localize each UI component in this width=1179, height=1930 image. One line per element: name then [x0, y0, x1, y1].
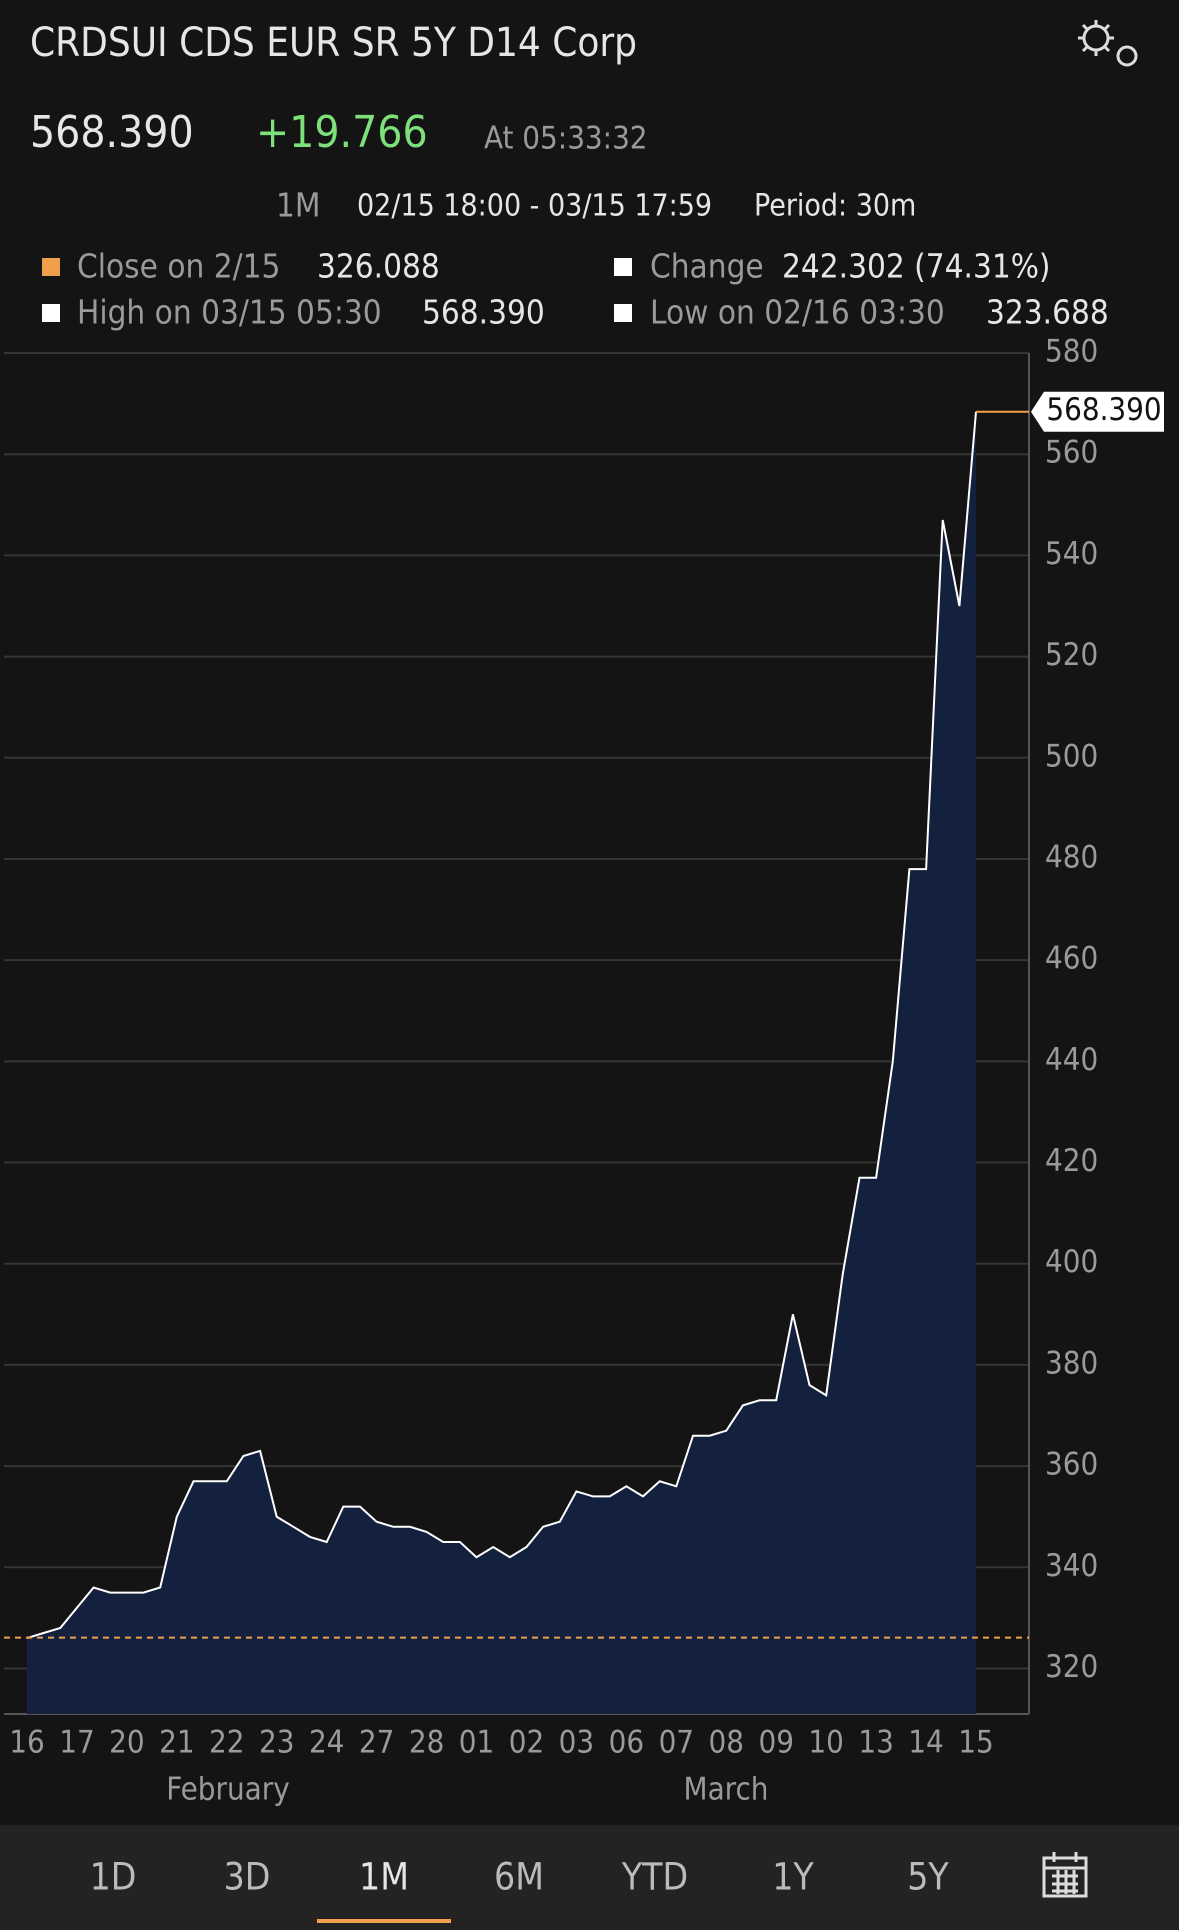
tab[interactable]: 6M: [494, 1856, 544, 1899]
y-tick-label: 460: [1045, 941, 1098, 977]
month-label: February: [166, 1772, 289, 1808]
period: Period: 30m: [754, 189, 916, 224]
legend-swatch: [614, 258, 632, 276]
tab[interactable]: 3D: [224, 1856, 271, 1899]
x-tick-label: 09: [758, 1725, 793, 1761]
stat-value: 568.390: [422, 293, 545, 332]
tab[interactable]: 5Y: [907, 1856, 949, 1899]
x-tick-label: 17: [59, 1725, 94, 1761]
x-tick-label: 02: [509, 1725, 544, 1761]
tab[interactable]: 1D: [90, 1856, 137, 1899]
x-tick-label: 14: [908, 1725, 943, 1761]
plot: 320 340 360 380 400 420 440 460 480 500 520 540 560 5…: [4, 334, 1164, 1808]
value-label-box: [1031, 391, 1164, 432]
tab[interactable]: YTD: [621, 1856, 688, 1899]
settings-icon[interactable]: [1078, 20, 1138, 67]
tab[interactable]: 1M: [359, 1856, 409, 1899]
y-tick-label: 320: [1045, 1649, 1098, 1685]
stat-label: Change: [650, 247, 764, 286]
stat-label: Low on 02/16 03:30: [650, 293, 945, 332]
y-tick-label: 420: [1045, 1143, 1098, 1179]
x-tick-label: 06: [609, 1725, 644, 1761]
tab-bar: [0, 1825, 1179, 1930]
dates: 02/15 18:00 - 03/15 17:59: [357, 189, 712, 224]
y-tick-label: 500: [1045, 738, 1098, 774]
time: At 05:33:32: [484, 121, 648, 157]
y-tick-label: 440: [1045, 1042, 1098, 1078]
y-tick-label: 400: [1045, 1244, 1098, 1280]
x-tick-label: 07: [659, 1725, 694, 1761]
stat-label: High on 03/15 05:30: [77, 293, 382, 332]
calendar-icon[interactable]: [1042, 1852, 1088, 1898]
x-tick-label: 21: [159, 1725, 194, 1761]
x-tick-label: 15: [958, 1725, 993, 1761]
stat-value: 326.088: [317, 247, 440, 286]
tab[interactable]: 1Y: [772, 1856, 814, 1899]
x-tick-label: 28: [409, 1725, 444, 1761]
line: [26, 411, 977, 1640]
x-tick-label: 27: [359, 1725, 394, 1761]
value-label: 568.390: [1046, 392, 1161, 428]
x-tick-label: 03: [559, 1725, 594, 1761]
y-tick-label: 380: [1045, 1345, 1098, 1381]
stat-value: 242.302 (74.31%): [782, 247, 1051, 286]
stat-value: 323.688: [986, 293, 1109, 332]
price: 568.390: [30, 107, 194, 158]
title: CRDSUI CDS EUR SR 5Y D14 Corp: [30, 20, 637, 66]
x-tick-label: 23: [259, 1725, 294, 1761]
x-tick-label: 10: [808, 1725, 843, 1761]
legend-swatch: [42, 258, 60, 276]
legend-swatch: [42, 304, 60, 322]
x-tick-label: 08: [709, 1725, 744, 1761]
range: 1M: [276, 186, 321, 225]
change: +19.766: [256, 107, 428, 158]
active-tab-underline: [317, 1919, 451, 1923]
y-tick-label: 360: [1045, 1447, 1098, 1483]
y-tick-label: 540: [1045, 536, 1098, 572]
stat-label: Close on 2/15: [77, 247, 280, 286]
y-tick-label: 520: [1045, 637, 1098, 673]
x-tick-label: 13: [858, 1725, 893, 1761]
area: [27, 411, 976, 1715]
tabs: 1D 3D 1M 6M YTD 1Y 5Y: [90, 1856, 949, 1923]
x-tick-label: 16: [9, 1725, 44, 1761]
x-tick-label: 22: [209, 1725, 244, 1761]
month-label: March: [684, 1772, 769, 1808]
x-tick-label: 24: [309, 1725, 344, 1761]
y-tick-label: 560: [1045, 435, 1098, 471]
legend-swatch: [614, 304, 632, 322]
x-tick-label: 01: [459, 1725, 494, 1761]
y-tick-label: 340: [1045, 1548, 1098, 1584]
y-tick-label: 480: [1045, 839, 1098, 875]
x-tick-label: 20: [109, 1725, 144, 1761]
y-tick-label: 580: [1045, 334, 1098, 370]
